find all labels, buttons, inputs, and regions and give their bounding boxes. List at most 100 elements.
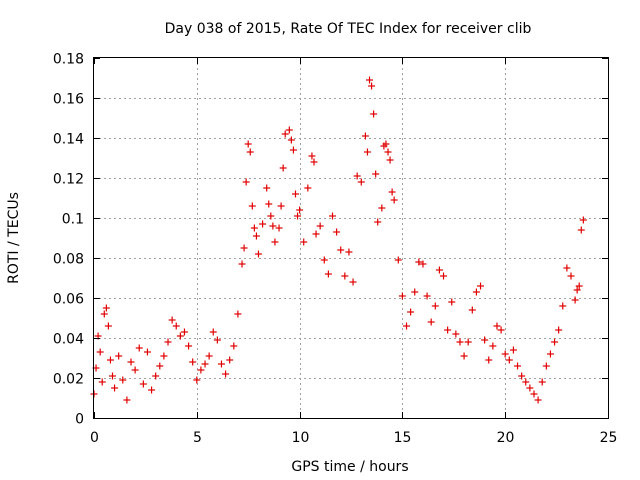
data-point bbox=[514, 362, 522, 370]
data-point bbox=[555, 326, 563, 334]
data-point bbox=[109, 372, 117, 380]
data-point bbox=[538, 378, 546, 386]
data-point bbox=[423, 292, 431, 300]
y-tick-label: 0.04 bbox=[53, 332, 84, 348]
data-point bbox=[250, 224, 258, 232]
data-point bbox=[571, 296, 579, 304]
data-point bbox=[230, 342, 238, 350]
data-point bbox=[277, 202, 285, 210]
data-point bbox=[246, 148, 254, 156]
data-point bbox=[551, 338, 559, 346]
data-point bbox=[411, 288, 419, 296]
data-point bbox=[294, 212, 302, 220]
data-point bbox=[337, 246, 345, 254]
data-point bbox=[415, 258, 423, 266]
data-point bbox=[403, 322, 411, 330]
data-point bbox=[485, 356, 493, 364]
data-point bbox=[291, 190, 299, 198]
data-point bbox=[104, 322, 112, 330]
data-point bbox=[573, 286, 581, 294]
data-point bbox=[368, 82, 376, 90]
y-tick-label: 0.12 bbox=[53, 172, 84, 188]
data-point bbox=[135, 344, 143, 352]
data-point bbox=[143, 348, 151, 356]
data-point bbox=[444, 326, 452, 334]
data-point bbox=[271, 238, 279, 246]
data-point bbox=[254, 250, 262, 258]
data-point bbox=[222, 370, 230, 378]
x-tick-label: 10 bbox=[292, 430, 310, 446]
data-point bbox=[300, 238, 308, 246]
data-point bbox=[468, 306, 476, 314]
data-point bbox=[267, 212, 275, 220]
data-point bbox=[312, 230, 320, 238]
data-point bbox=[217, 360, 225, 368]
data-point bbox=[152, 372, 160, 380]
data-point bbox=[407, 308, 415, 316]
data-point bbox=[127, 358, 135, 366]
data-point bbox=[374, 218, 382, 226]
data-point bbox=[281, 130, 289, 138]
data-point bbox=[213, 336, 221, 344]
data-point bbox=[259, 220, 267, 228]
data-point bbox=[240, 244, 248, 252]
data-point bbox=[534, 396, 542, 404]
data-point bbox=[333, 228, 341, 236]
data-point bbox=[493, 322, 501, 330]
data-point bbox=[252, 232, 260, 240]
data-point bbox=[440, 272, 448, 280]
data-point bbox=[106, 356, 114, 364]
data-point bbox=[226, 356, 234, 364]
data-point bbox=[139, 380, 147, 388]
data-point bbox=[378, 204, 386, 212]
y-tick-label: 0.02 bbox=[53, 372, 84, 388]
data-point bbox=[275, 224, 283, 232]
data-point bbox=[497, 326, 505, 334]
data-point bbox=[522, 378, 530, 386]
x-tick-label: 15 bbox=[394, 430, 412, 446]
data-point bbox=[96, 348, 104, 356]
data-point bbox=[394, 256, 402, 264]
data-point bbox=[366, 76, 374, 84]
data-point bbox=[501, 350, 509, 358]
data-point bbox=[530, 390, 538, 398]
grid-layer bbox=[94, 58, 608, 418]
data-point bbox=[193, 376, 201, 384]
data-point bbox=[372, 170, 380, 178]
data-point bbox=[328, 212, 336, 220]
x-axis-label: GPS time / hours bbox=[291, 459, 408, 475]
data-point bbox=[201, 360, 209, 368]
data-point bbox=[148, 386, 156, 394]
x-tick-label: 0 bbox=[90, 430, 99, 446]
x-tick-label: 5 bbox=[193, 430, 202, 446]
data-point bbox=[160, 352, 168, 360]
data-point bbox=[384, 148, 392, 156]
data-point bbox=[563, 264, 571, 272]
data-point bbox=[176, 332, 184, 340]
data-point bbox=[102, 304, 110, 312]
data-point bbox=[185, 342, 193, 350]
x-tick-label: 20 bbox=[497, 430, 515, 446]
data-point bbox=[427, 318, 435, 326]
data-point bbox=[320, 256, 328, 264]
data-point bbox=[390, 196, 398, 204]
data-point bbox=[123, 396, 131, 404]
data-point bbox=[238, 260, 246, 268]
data-point bbox=[464, 338, 472, 346]
data-point bbox=[324, 270, 332, 278]
data-point bbox=[304, 184, 312, 192]
y-tick-label: 0.1 bbox=[62, 212, 84, 228]
data-point bbox=[285, 126, 293, 134]
data-point bbox=[489, 342, 497, 350]
data-point bbox=[269, 222, 277, 230]
data-point bbox=[156, 362, 164, 370]
y-tick-label: 0.14 bbox=[53, 132, 84, 148]
data-point bbox=[579, 216, 587, 224]
data-point bbox=[205, 352, 213, 360]
data-point bbox=[234, 310, 242, 318]
data-point bbox=[265, 200, 273, 208]
y-tick-label: 0.18 bbox=[53, 52, 84, 68]
data-point bbox=[209, 328, 217, 336]
